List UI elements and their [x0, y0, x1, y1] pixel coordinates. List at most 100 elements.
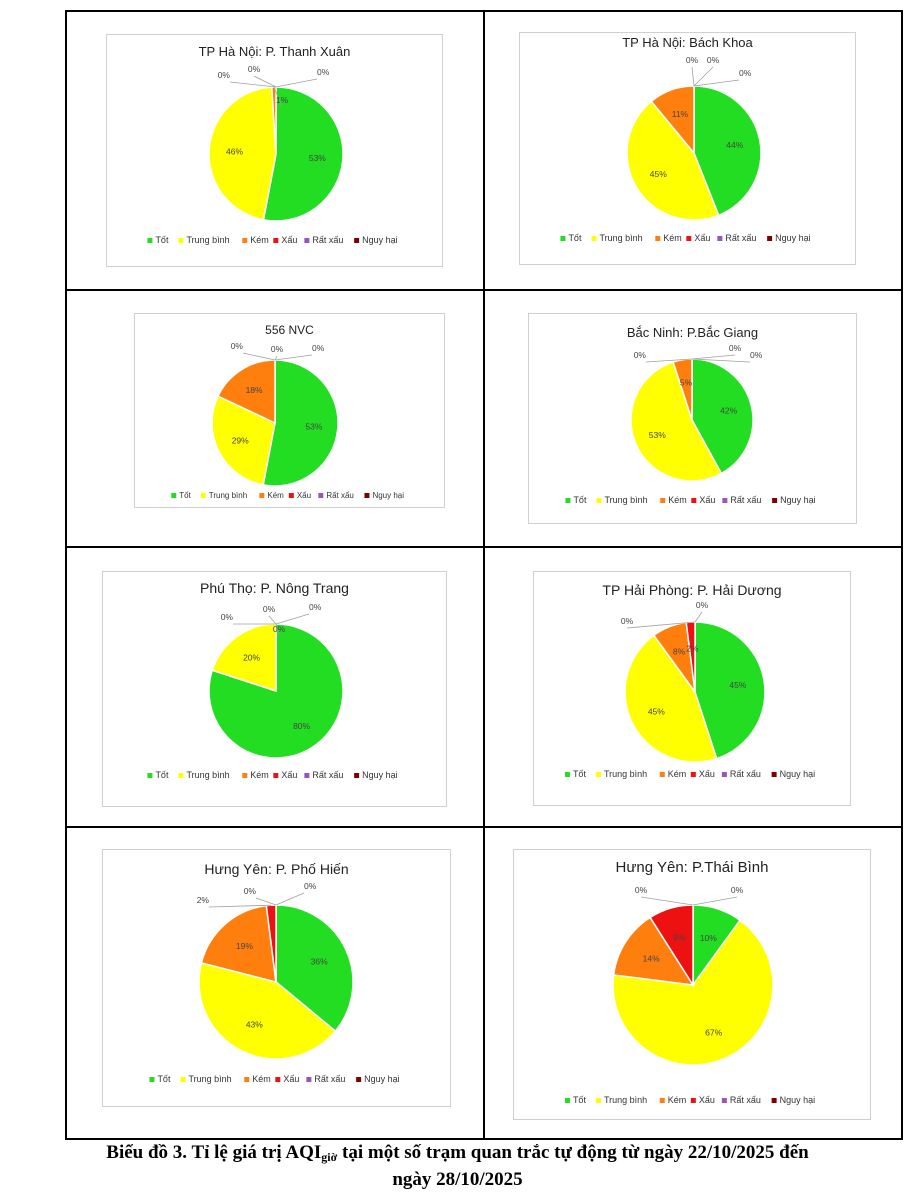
legend-label: Xấu: [297, 491, 311, 500]
data-label: 0%: [317, 67, 330, 77]
legend-label: Rất xấu: [326, 491, 354, 500]
pie-svg: TP Hà Nội: P. Thanh Xuân 53% 46% 1% 0% 0% 0% Tố…: [147, 44, 398, 245]
legend-swatch: [242, 238, 248, 243]
legend-label: Rất xấu: [730, 1095, 761, 1105]
data-label: 14%: [643, 953, 660, 963]
data-label: 67%: [705, 1028, 722, 1038]
data-label: 46%: [226, 146, 243, 156]
legend-label: Tốt: [155, 235, 169, 245]
chart-title: TP Hải Phòng: P. Hải Dương: [602, 582, 781, 598]
legend-label: Rất xấu: [725, 233, 756, 243]
label-leader-line: [275, 613, 310, 625]
legend-swatch: [364, 493, 370, 498]
legend-swatch: [147, 238, 153, 243]
data-label: 0%: [218, 70, 231, 80]
legend-swatch: [659, 772, 665, 777]
legend-label: Tốt: [573, 495, 587, 505]
data-label: 0%: [686, 55, 699, 65]
legend-swatch: [659, 1098, 665, 1103]
legend-swatch: [259, 493, 265, 498]
legend-label: Kém: [267, 491, 284, 500]
data-label: 0%: [271, 344, 284, 354]
data-label: 0%: [731, 885, 744, 895]
pie-slice: [694, 621, 766, 760]
data-label: 0%: [248, 64, 261, 74]
data-label: 2%: [686, 644, 699, 654]
pie-svg: Hưng Yên: P.Thái Bình 10% 67% 14% 9% 0% 0% Tốt T…: [564, 859, 816, 1105]
data-label: 45%: [650, 169, 667, 179]
legend-swatch: [304, 773, 310, 778]
legend-label: Xấu: [699, 1095, 715, 1105]
data-label: 11%: [672, 109, 689, 119]
legend-label: Tốt: [157, 1074, 171, 1084]
legend-swatch: [178, 238, 184, 243]
label-leader-line: [640, 896, 694, 906]
legend-swatch: [660, 498, 666, 503]
legend-label: Trung bình: [604, 495, 647, 505]
legend-label: Xấu: [281, 235, 297, 245]
pie-svg: TP Hải Phòng: P. Hải Dương 45% 45% 8% 2% 0% 0%…: [564, 582, 816, 779]
data-label: 53%: [305, 422, 322, 432]
legend-swatch: [149, 1077, 155, 1082]
data-label: 0%: [635, 885, 648, 895]
label-leader-line: [645, 358, 693, 363]
legend-swatch: [318, 493, 324, 498]
legend-swatch: [690, 772, 696, 777]
data-label: 8%: [673, 647, 686, 657]
data-label: 5%: [680, 378, 693, 388]
pie-slice: [691, 358, 754, 475]
data-label: 0%: [263, 604, 276, 614]
legend-label: Rất xấu: [312, 235, 343, 245]
legend-label: Nguy hại: [780, 1095, 816, 1105]
label-leader-line: [691, 358, 751, 363]
pie-slice: [612, 916, 695, 986]
chart-bach-khoa: TP Hà Nội: Bách Khoa 44% 45% 11% 0% 0% 0% Tốt Tr…: [519, 32, 856, 265]
chart-title: Phú Thọ: P. Nông Trang: [200, 580, 349, 596]
label-leader-line: [242, 352, 276, 361]
chart-title: TP Hà Nội: P. Thanh Xuân: [199, 44, 351, 59]
data-label: 10%: [700, 933, 717, 943]
legend-swatch: [655, 236, 661, 241]
data-label: 53%: [649, 430, 666, 440]
legend-swatch: [691, 498, 697, 503]
pie-slice: [630, 361, 723, 482]
data-label: 0%: [244, 886, 257, 896]
legend-label: Tốt: [568, 233, 582, 243]
legend-swatch: [596, 498, 602, 503]
legend-swatch: [721, 1098, 727, 1103]
chart-thanh-xuan: TP Hà Nội: P. Thanh Xuân 53% 46% 1% 0% 0% 0% Tố…: [106, 34, 443, 267]
legend-label: Trung bình: [599, 233, 642, 243]
pie-slice: [693, 85, 762, 217]
data-label: 80%: [293, 721, 310, 731]
pie-svg: 556 NVC 53% 29% 18% 0% 0% 0% Tốt Trung bình Kém Xấ…: [171, 323, 404, 500]
caption-prefix: Biểu đồ 3. Tỉ lệ giá trị AQI: [106, 1142, 322, 1163]
legend-label: Rất xấu: [314, 1074, 345, 1084]
legend-label: Kém: [668, 1095, 687, 1105]
grid-divider-vertical: [483, 10, 485, 1140]
legend-label: Nguy hại: [780, 769, 816, 779]
chart-bac-giang: Bắc Ninh: P.Bắc Giang 42% 53% 5% 0% 0% 0% Tốt Tr…: [528, 313, 857, 524]
legend-swatch: [354, 773, 360, 778]
chart-title: Hưng Yên: P. Phố Hiến: [204, 861, 348, 877]
pie-slice: [612, 919, 774, 1066]
legend-swatch: [595, 1098, 601, 1103]
legend-swatch: [564, 1098, 570, 1103]
legend-swatch: [275, 1077, 281, 1082]
pie-slice: [262, 359, 339, 487]
data-label: 0%: [621, 616, 634, 626]
legend-swatch: [717, 236, 723, 241]
data-label: 0%: [309, 602, 322, 612]
data-label: 43%: [246, 1020, 263, 1030]
legend-swatch: [356, 1077, 362, 1082]
data-label: 42%: [720, 406, 737, 416]
data-label: 0%: [304, 881, 317, 891]
legend-label: Nguy hại: [372, 491, 404, 500]
label-leader-line: [693, 79, 740, 87]
data-label: 45%: [648, 707, 665, 717]
legend-label: Rất xấu: [730, 769, 761, 779]
label-leader-line: [691, 66, 695, 87]
legend-label: Tốt: [179, 491, 191, 500]
legend-swatch: [306, 1077, 312, 1082]
label-leader-line: [255, 897, 277, 906]
legend-swatch: [722, 498, 728, 503]
